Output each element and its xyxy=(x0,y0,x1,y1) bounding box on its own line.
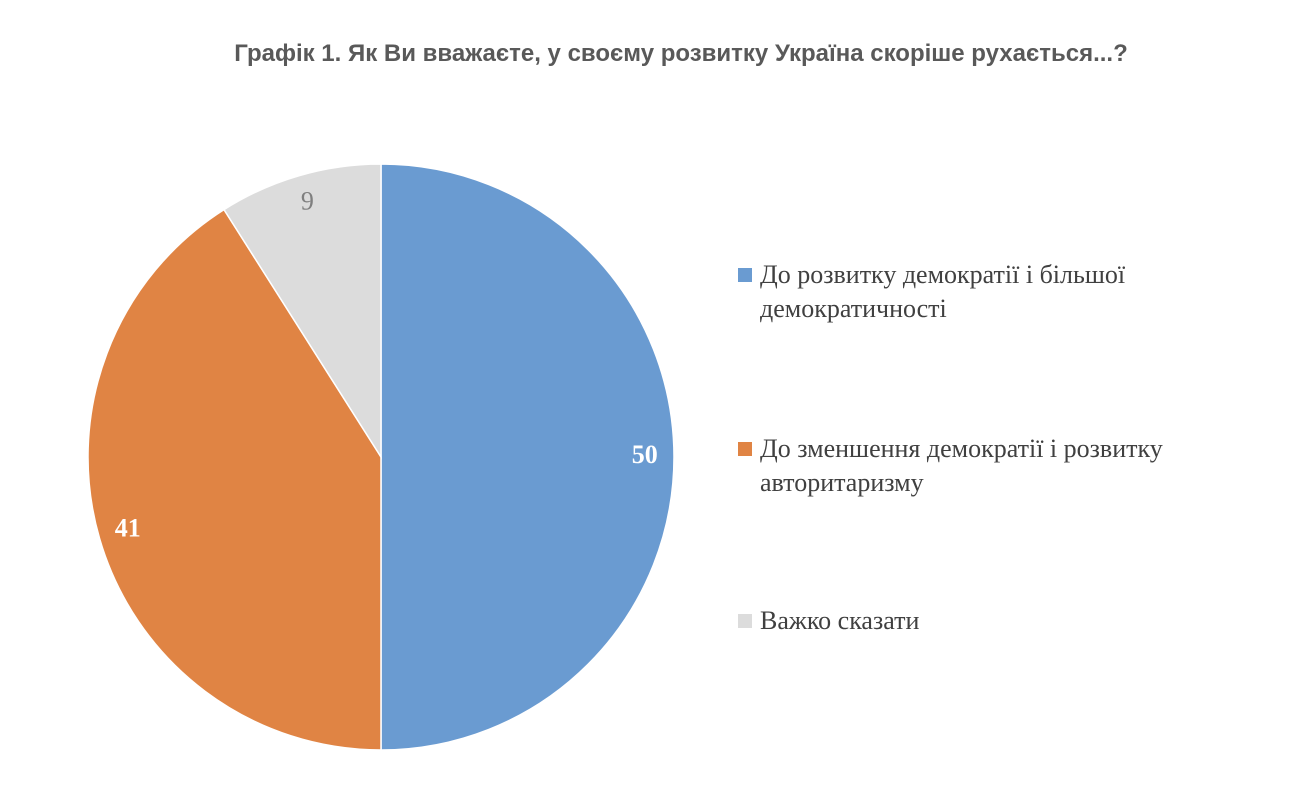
data-label-hard-to-say: 9 xyxy=(301,187,314,216)
pie-slice-hard-to-say xyxy=(222,163,382,460)
legend-swatch-democracy xyxy=(738,268,752,282)
legend-item-hard-to-say: Важко сказати xyxy=(738,604,1298,638)
chart-title: Графік 1. Як Ви вважаєте, у своєму розви… xyxy=(234,40,1128,67)
legend-item-authoritarianism: До зменшення демократії і розвитку автор… xyxy=(738,432,1298,500)
legend-item-democracy: До розвитку демократії і більшої демокра… xyxy=(738,258,1298,326)
legend-swatch-authoritarianism xyxy=(738,442,752,456)
legend-label-hard-to-say: Важко сказати xyxy=(760,606,920,635)
pie-slice-democracy xyxy=(380,163,675,751)
data-label-authoritarianism: 41 xyxy=(115,514,141,543)
legend-label-authoritarianism: До зменшення демократії і розвитку автор… xyxy=(760,434,1163,497)
data-label-democracy: 50 xyxy=(632,440,658,469)
legend-label-democracy: До розвитку демократії і більшої демокра… xyxy=(760,260,1126,323)
pie-chart: 50 41 9 xyxy=(87,163,675,751)
legend-swatch-hard-to-say xyxy=(738,614,752,628)
legend: До розвитку демократії і більшої демокра… xyxy=(738,258,1298,638)
pie-slice-authoritarianism xyxy=(87,208,382,751)
